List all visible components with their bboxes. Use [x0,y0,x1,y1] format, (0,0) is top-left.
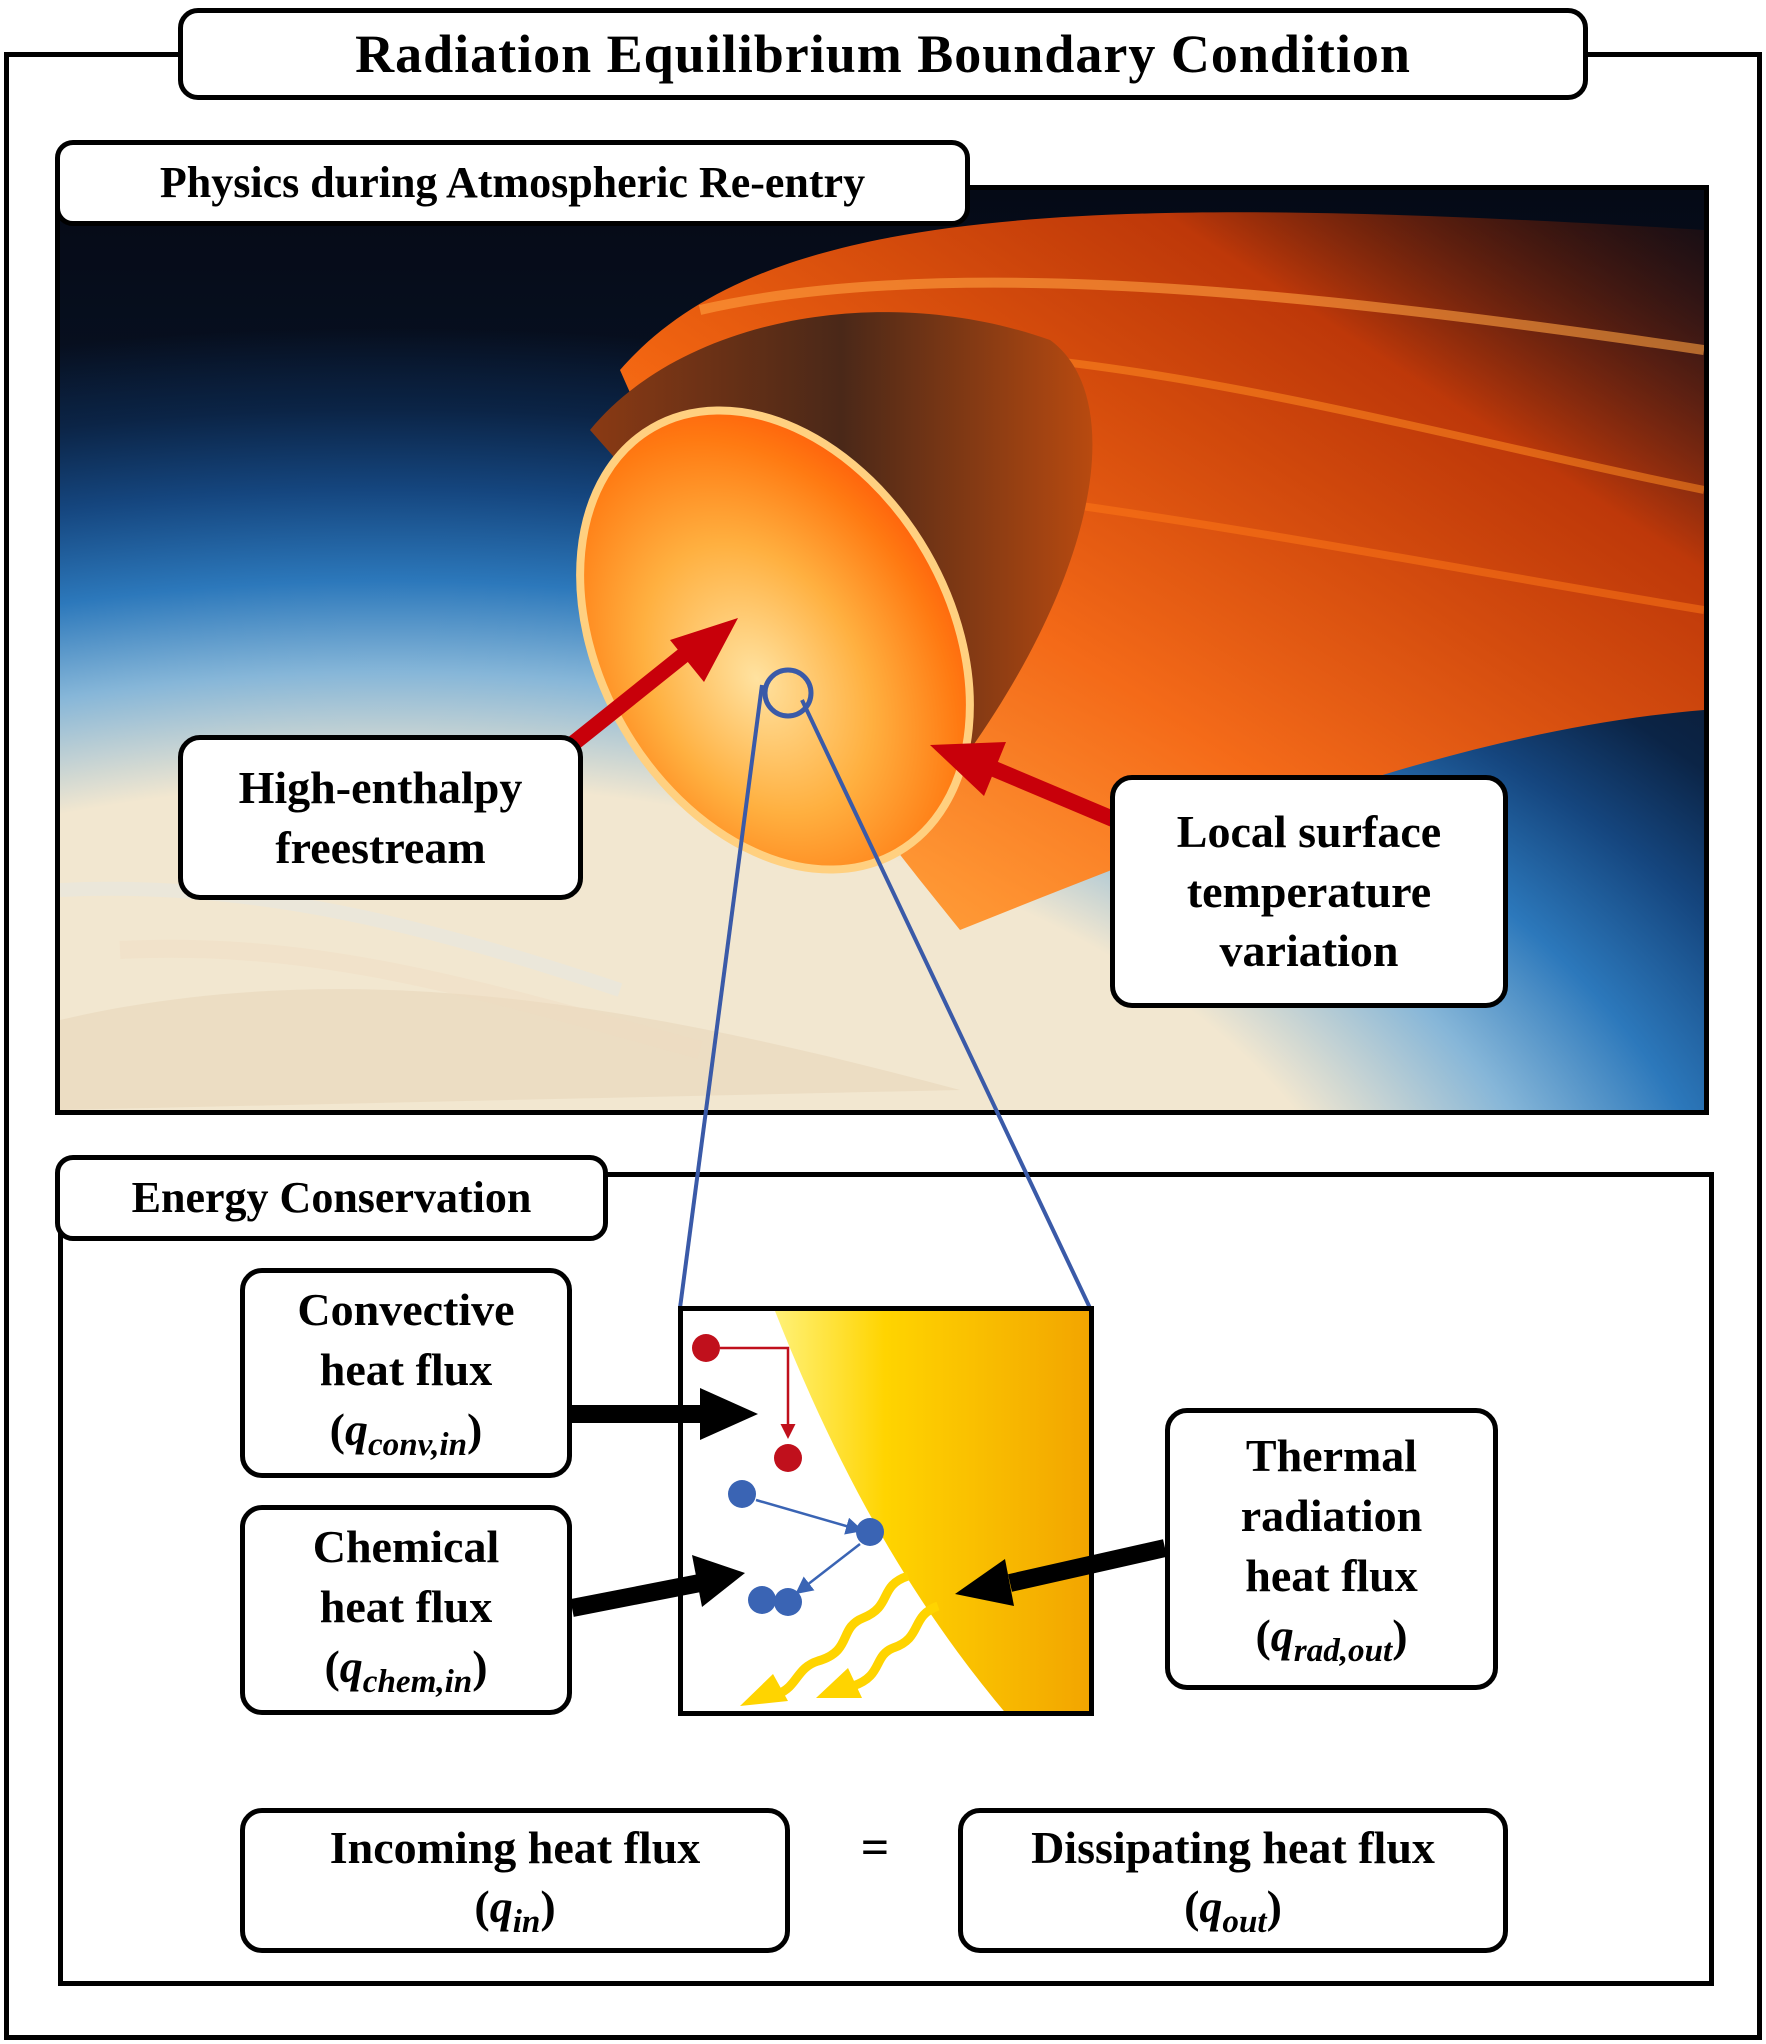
incoming-subscript: in [512,1903,541,1941]
dissipating-subscript: out [1222,1903,1267,1941]
blue-molecule-c [748,1586,776,1614]
equals-sign: = [860,1819,890,1875]
main-title-text: Radiation Equilibrium Boundary Condition [355,23,1411,84]
energy-section-label: Energy Conservation [55,1155,608,1241]
red-molecule-start [692,1334,720,1362]
convective-formula: (qconv,in) [329,1403,483,1463]
chemical-line-1: Chemical [312,1521,500,1573]
chemical-line-2: heat flux [319,1581,493,1632]
convective-arrow [572,1388,758,1440]
surface-detail [678,1306,1094,1716]
dissipating-symbol: q [1199,1881,1223,1933]
blue-molecule-a [728,1480,756,1508]
freestream-line-1: High-enthalpy [238,761,523,813]
dissipating-heat-flux-box: Dissipating heat flux (qout) [958,1808,1508,1953]
chemical-subscript: chem,in [362,1662,473,1700]
convective-symbol: q [344,1403,368,1455]
convective-subscript: conv,in [367,1425,468,1463]
main-title: Radiation Equilibrium Boundary Condition [178,8,1588,100]
surface-temperature-label: Local surface temperature variation [1110,775,1508,1008]
blue-molecule-d [774,1588,802,1616]
freestream-line-2: freestream [275,821,486,873]
physics-section-label: Physics during Atmospheric Re-entry [55,140,970,226]
radiation-line-3: heat flux [1245,1549,1418,1601]
heated-surface [773,1306,1094,1716]
chemical-symbol: q [339,1640,363,1692]
chemical-heat-flux-box: Chemical heat flux (qchem,in) [240,1505,572,1715]
energy-section-label-text: Energy Conservation [131,1173,532,1223]
red-molecule-path [720,1346,796,1439]
dissipating-line-1: Dissipating heat flux [1031,1821,1435,1873]
radiation-line-2: radiation [1240,1490,1423,1542]
surface-line-3: variation [1219,925,1399,977]
red-molecule-end [774,1444,802,1472]
radiation-heat-flux-box: Thermal radiation heat flux (qrad,out) [1165,1408,1498,1690]
radiation-formula: (qrad,out) [1255,1609,1408,1669]
blue-path-a [755,1498,864,1535]
dissipating-formula: (qout) [1184,1881,1282,1941]
blue-molecule-b [856,1518,884,1546]
energy-frame [58,1172,1714,1986]
convective-line-1: Convective [297,1284,515,1336]
radiation-subscript: rad,out [1293,1631,1393,1669]
incoming-symbol: q [489,1881,513,1933]
convective-line-2: heat flux [319,1344,493,1395]
incoming-formula: (qin) [474,1881,556,1941]
incoming-line-1: Incoming heat flux [329,1821,701,1873]
chemical-arrow [570,1555,745,1617]
surface-line-2: temperature [1186,865,1432,917]
convective-heat-flux-box: Convective heat flux (qconv,in) [240,1268,572,1478]
radiation-arrow [955,1539,1167,1606]
chemical-formula: (qchem,in) [324,1640,488,1700]
physics-section-label-text: Physics during Atmospheric Re-entry [159,158,866,208]
freestream-label: High-enthalpy freestream [178,735,583,900]
radiation-symbol: q [1270,1609,1294,1661]
surface-line-1: Local surface [1176,805,1442,857]
incoming-heat-flux-box: Incoming heat flux (qin) [240,1808,790,1953]
radiation-line-1: Thermal [1245,1430,1418,1482]
radiation-wave-2 [851,1601,940,1691]
blue-path-b [795,1543,861,1595]
radiation-wave-1 [775,1571,910,1699]
